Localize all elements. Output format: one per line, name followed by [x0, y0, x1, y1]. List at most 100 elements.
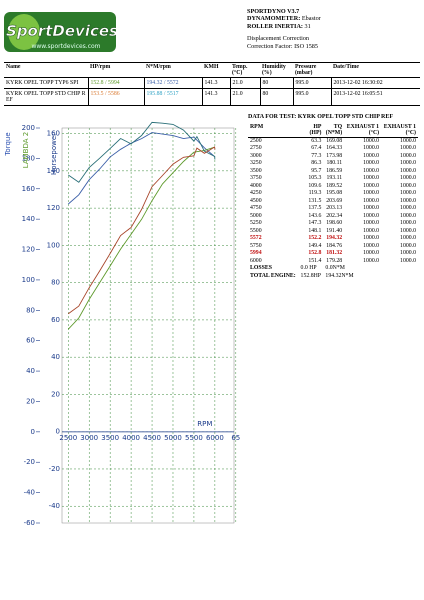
runs-header: Humidity (%)	[260, 62, 293, 78]
data-cell: 1000.0	[400, 160, 416, 167]
y-tick-label: 120	[22, 246, 35, 254]
data-cell: 131.5	[308, 197, 322, 204]
y-tick-label: 140	[22, 215, 35, 223]
data-cell: 109.6	[308, 182, 322, 189]
data-row: 3750 105.3 193.11 1000.0 1000.0	[248, 175, 418, 183]
plot-area	[61, 127, 235, 524]
data-cell: 105.3	[308, 175, 322, 182]
losses-row: LOSSES 0.0 HP 0.0N*M	[248, 265, 418, 273]
data-row: 2500 63.3 169.08 1000.0 1000.0	[248, 137, 418, 145]
logo-swoosh	[8, 14, 40, 50]
data-row: 5500 148.1 191.40 1000.0 1000.0	[248, 228, 418, 236]
reference-torque-curve	[68, 121, 216, 183]
data-cell: 77.3	[311, 152, 322, 159]
data-cell: 3250	[250, 160, 262, 167]
data-table: RPM HP TQ EXHAUST 1 EXHAUST 1 (HP) (N*M) (°C) (°…	[248, 124, 418, 280]
x-tick-label: 65	[231, 434, 240, 442]
y2-tick-label: 160	[47, 130, 60, 138]
data-header-row: RPM HP TQ EXHAUST 1 EXHAUST 1	[248, 124, 418, 130]
data-cell: 191.40	[326, 227, 343, 234]
data-cell: 1000.0	[400, 220, 416, 227]
data-cell: 1000.0	[400, 137, 416, 144]
data-row: 5994 152.8 181.32 1000.0 1000.0	[248, 250, 418, 258]
y2-tick-label: -40	[49, 502, 60, 510]
data-cell: 186.59	[326, 167, 343, 174]
data-cell: 1000.0	[363, 220, 380, 227]
run-cell: 152.8 / 5994	[87, 77, 144, 89]
data-header-row: (HP) (N*M) (°C) (°C)	[248, 130, 418, 138]
logo: SportDevices www.sportdevices.com	[4, 12, 116, 52]
y-tick-label: -60	[24, 519, 35, 527]
data-cell: 1000.0	[400, 175, 416, 182]
data-cell: 1000.0	[363, 227, 380, 234]
report-header: SPORTDYNO V3.7 DYNAMOMETER: Ebastor ROLL…	[247, 8, 321, 50]
data-cell: 5994	[250, 250, 262, 257]
runs-header: Temp. (°C)	[230, 62, 260, 78]
y-tick-label: -40	[24, 489, 35, 497]
y-tick-label: 40	[26, 367, 35, 375]
run-cell: 195.88 / 5517	[143, 88, 202, 106]
data-cell: 1000.0	[400, 182, 416, 189]
y2-tick-label: 0	[56, 428, 60, 436]
y2-tick-label: 40	[51, 353, 60, 361]
data-row: 4750 137.5 203.13 1000.0 1000.0	[248, 205, 418, 213]
run-cell: 194.32 / 5572	[143, 77, 202, 89]
run-curve	[67, 146, 216, 330]
data-cell: 1000.0	[363, 205, 380, 212]
data-cell: 1000.0	[363, 197, 380, 204]
runs-header: HP/rpm	[88, 62, 144, 78]
data-cell: 1000.0	[363, 137, 380, 144]
dyno-chart: 2500 3000 3500 4000 4500 5000 5500 6000 65-60-40…	[4, 121, 240, 527]
data-cell: 5500	[250, 227, 262, 234]
runs-header: N*M/rpm	[144, 62, 202, 78]
data-header: (N*M)	[323, 130, 345, 138]
data-cell: 152.2	[308, 235, 322, 242]
data-cell: 1000.0	[400, 197, 416, 204]
logo-name: SportDevices	[6, 22, 116, 40]
y2-tick-label: -20	[49, 465, 60, 473]
data-header	[248, 130, 299, 138]
data-cell: 1000.0	[363, 242, 380, 249]
data-cell: 137.5	[308, 205, 322, 212]
data-cell: 1000.0	[400, 205, 416, 212]
run-cell: 21.0	[229, 88, 260, 106]
data-cell: 1000.0	[363, 175, 380, 182]
data-cell: 4750	[250, 205, 262, 212]
data-cell: 2750	[250, 145, 262, 152]
data-cell: 1000.0	[400, 235, 416, 242]
data-row: 4250 119.3 195.08 1000.0 1000.0	[248, 190, 418, 198]
reference-hp-curve	[68, 146, 216, 315]
run-cell: KYRK OPEL TOPP STD CHIP R EF	[4, 88, 88, 106]
data-cell: 179.28	[326, 257, 343, 264]
x-tick-label: 4500	[143, 434, 161, 442]
data-cell: 203.13	[326, 205, 343, 212]
lambda-axis-label: LAMBDA 2	[22, 132, 30, 168]
data-row: 3250 86.3 180.11 1000.0 1000.0	[248, 160, 418, 168]
data-cell: 1000.0	[400, 242, 416, 249]
data-cell: 3750	[250, 175, 262, 182]
data-cell: 1000.0	[363, 152, 380, 159]
data-cell: 1000.0	[363, 212, 380, 219]
data-cell: 180.11	[326, 160, 343, 167]
data-cell: 1000.0	[400, 212, 416, 219]
data-cell: 198.60	[326, 220, 343, 227]
data-cell: 1000.0	[363, 167, 380, 174]
data-cell: 1000.0	[363, 235, 380, 242]
data-row: 5250 147.3 198.60 1000.0 1000.0	[248, 220, 418, 228]
data-cell: 1000.0	[363, 190, 380, 197]
total-cell: 194.32N*M	[325, 272, 354, 279]
x-tick-label: 5000	[164, 434, 182, 442]
run-cell: 21.0	[229, 77, 260, 89]
runs-header: Pressure (mbar)	[293, 62, 331, 78]
run-cell: 2013-12-02 16:30:02	[330, 77, 420, 89]
runs-header: Name	[4, 62, 88, 78]
total-cell: 152.8HP	[300, 272, 322, 279]
y2-tick-label: 120	[47, 204, 60, 212]
y2-tick-label: 20	[51, 390, 60, 398]
y-axis-label: Torque	[4, 132, 12, 156]
y-tick-label: 160	[22, 185, 35, 193]
y-tick-label: 100	[22, 276, 35, 284]
data-cell: 5572	[250, 235, 262, 242]
data-header: (°C)	[381, 130, 418, 138]
